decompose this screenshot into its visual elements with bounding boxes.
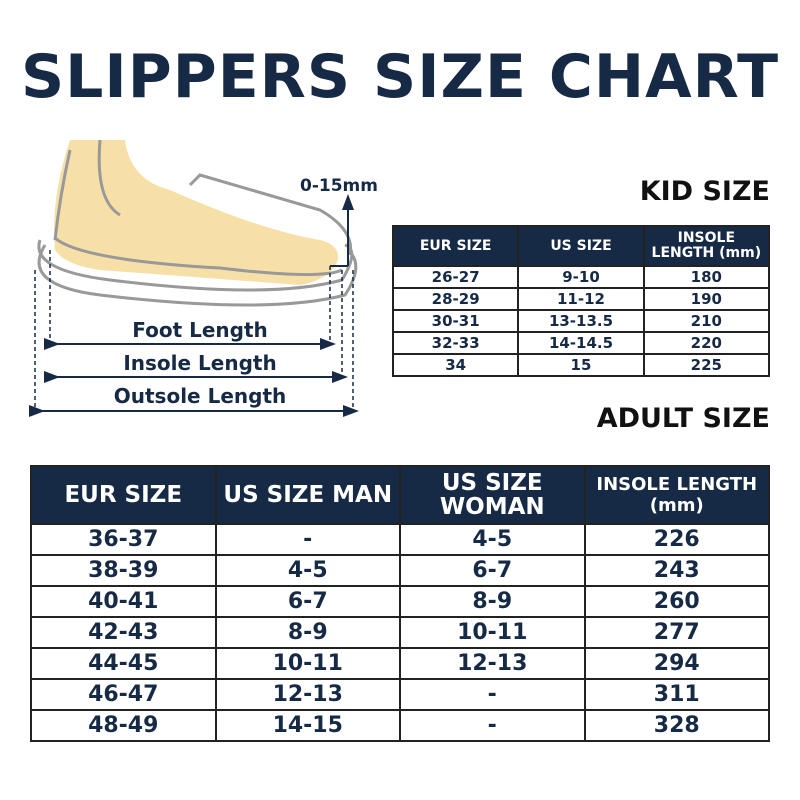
kid-cell: 34 <box>391 353 520 377</box>
kid-cell: 220 <box>642 331 771 355</box>
adult-table-row: 40-41 6-7 8-9 260 <box>30 585 770 618</box>
kid-cell: 225 <box>642 353 771 377</box>
adult-cell: - <box>399 678 586 711</box>
kid-cell: 32-33 <box>391 331 520 355</box>
adult-header: EUR SIZE <box>30 465 217 525</box>
adult-table-row: 44-45 10-11 12-13 294 <box>30 647 770 680</box>
adult-cell: 46-47 <box>30 678 217 711</box>
adult-cell: 4-5 <box>399 523 586 556</box>
adult-cell: 42-43 <box>30 616 217 649</box>
adult-cell: 6-7 <box>399 554 586 587</box>
kid-table-row: 26-27 9-10 180 <box>391 265 771 289</box>
adult-table-row: 36-37-4-5 226 <box>30 523 770 556</box>
kid-table-row: 34 15 225 <box>391 353 771 377</box>
kid-cell: 180 <box>642 265 771 289</box>
adult-cell: 4-5 <box>214 554 401 587</box>
adult-cell: 12-13 <box>214 678 401 711</box>
adult-header: US SIZE MAN <box>214 465 401 525</box>
adult-table-row: 48-49 14-15-328 <box>30 709 770 742</box>
adult-cell: 14-15 <box>214 709 401 742</box>
adult-cell: 294 <box>583 647 770 680</box>
kid-table-row: 28-29 11-12 190 <box>391 287 771 311</box>
adult-cell: 40-41 <box>30 585 217 618</box>
adult-cell: 311 <box>583 678 770 711</box>
adult-cell: 10-11 <box>399 616 586 649</box>
kid-cell: 14-14.5 <box>517 331 645 355</box>
adult-cell: 6-7 <box>214 585 401 618</box>
adult-cell: - <box>214 523 401 556</box>
foot-length-label: Foot Length <box>132 318 268 342</box>
adult-header: US SIZE WOMAN <box>399 465 586 525</box>
adult-cell: 243 <box>583 554 770 587</box>
adult-size-table: EUR SIZE US SIZE MAN US SIZE WOMAN INSOL… <box>30 465 770 742</box>
adult-cell: 260 <box>583 585 770 618</box>
kid-cell: 26-27 <box>391 265 520 289</box>
kid-size-heading: KID SIZE <box>639 176 770 207</box>
kid-cell: 190 <box>642 287 771 311</box>
adult-cell: - <box>399 709 586 742</box>
kid-size-table: EUR SIZE US SIZE INSOLE LENGTH (mm) 26-2… <box>391 225 771 377</box>
kid-cell: 9-10 <box>517 265 645 289</box>
adult-cell: 12-13 <box>399 647 586 680</box>
kid-cell: 15 <box>517 353 645 377</box>
adult-header: INSOLE LENGTH (mm) <box>583 465 770 525</box>
kid-table-row: 32-33 14-14.5 220 <box>391 331 771 355</box>
adult-cell: 36-37 <box>30 523 217 556</box>
kid-cell: 210 <box>642 309 771 333</box>
adult-cell: 10-11 <box>214 647 401 680</box>
kid-cell: 13-13.5 <box>517 309 645 333</box>
kid-header: US SIZE <box>517 225 645 267</box>
adult-cell: 277 <box>583 616 770 649</box>
adult-cell: 8-9 <box>399 585 586 618</box>
outsole-length-label: Outsole Length <box>113 384 287 408</box>
insole-length-label: Insole Length <box>123 351 277 375</box>
kid-cell: 30-31 <box>391 309 520 333</box>
foot-illustration <box>29 140 359 417</box>
adult-cell: 226 <box>583 523 770 556</box>
adult-size-heading: ADULT SIZE <box>596 403 770 434</box>
gap-label: 0-15mm <box>300 176 378 196</box>
kid-header: INSOLE LENGTH (mm) <box>642 225 771 267</box>
adult-table-row: 46-47 12-13-311 <box>30 678 770 711</box>
adult-cell: 8-9 <box>214 616 401 649</box>
adult-table-row: 38-39 4-5 6-7 243 <box>30 554 770 587</box>
adult-table-row: 42-43 8-9 10-11 277 <box>30 616 770 649</box>
adult-cell: 48-49 <box>30 709 217 742</box>
kid-table-row: 30-31 13-13.5 210 <box>391 309 771 333</box>
kid-header: EUR SIZE <box>391 225 520 267</box>
adult-cell: 328 <box>583 709 770 742</box>
kid-cell: 11-12 <box>517 287 645 311</box>
adult-cell: 38-39 <box>30 554 217 587</box>
page-title: SLIPPERS SIZE CHART <box>20 42 780 112</box>
kid-cell: 28-29 <box>391 287 520 311</box>
adult-cell: 44-45 <box>30 647 217 680</box>
